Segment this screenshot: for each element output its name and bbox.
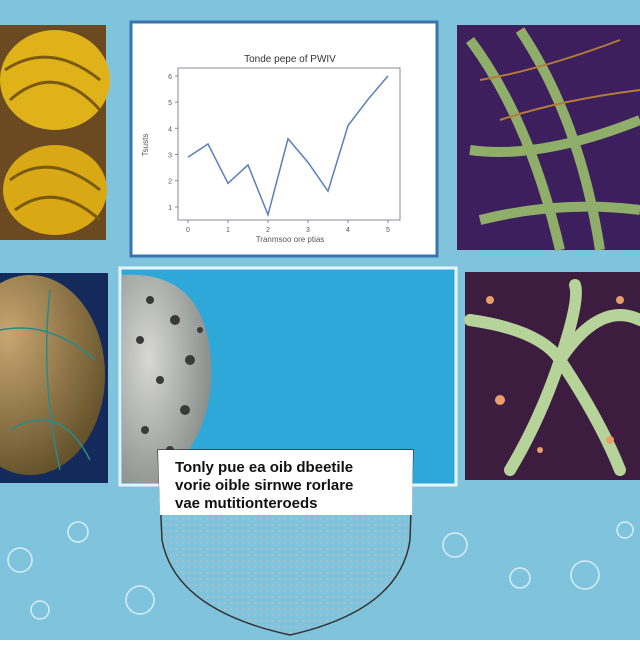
y-axis-label: Tsusts — [141, 134, 150, 157]
y-tick-label: 5 — [168, 100, 172, 107]
photo-sphere — [0, 273, 108, 483]
y-tick-label: 1 — [168, 205, 172, 212]
chart-panel — [129, 20, 439, 258]
data-line — [187, 75, 389, 218]
droplets — [7, 521, 634, 620]
chart-layer: 1 2 3 4 5 6 0 1 2 3 4 5 — [168, 74, 390, 234]
x-tick-label: 3 — [306, 227, 310, 234]
x-tick-label: 1 — [226, 227, 230, 234]
photo-yellow — [0, 25, 110, 240]
note-line: Tonly pue ea oib dbeetile — [175, 459, 353, 476]
x-tick-label: 4 — [346, 227, 350, 234]
photo-blue — [118, 266, 458, 487]
chart-title: Tonde pepe of PWIV — [244, 54, 336, 65]
x-axis-label: Tranmsoo ore ptias — [256, 235, 325, 244]
x-tick-label: 0 — [186, 227, 190, 234]
photo-purple-network — [457, 25, 640, 252]
y-tick-label: 6 — [168, 74, 172, 81]
y-tick-label: 2 — [168, 179, 172, 186]
plot-frame — [177, 67, 401, 221]
y-tick-label: 4 — [168, 126, 172, 133]
y-tick-label: 3 — [168, 152, 172, 159]
photo-neuron — [464, 272, 640, 480]
note-line: vorie oible sirnwe rorlare — [175, 477, 353, 494]
shield-label-bg — [158, 450, 413, 515]
note-line: vae mutitionteroeds — [175, 495, 318, 512]
x-tick-label: 5 — [386, 227, 390, 234]
x-tick-label: 2 — [266, 227, 270, 234]
